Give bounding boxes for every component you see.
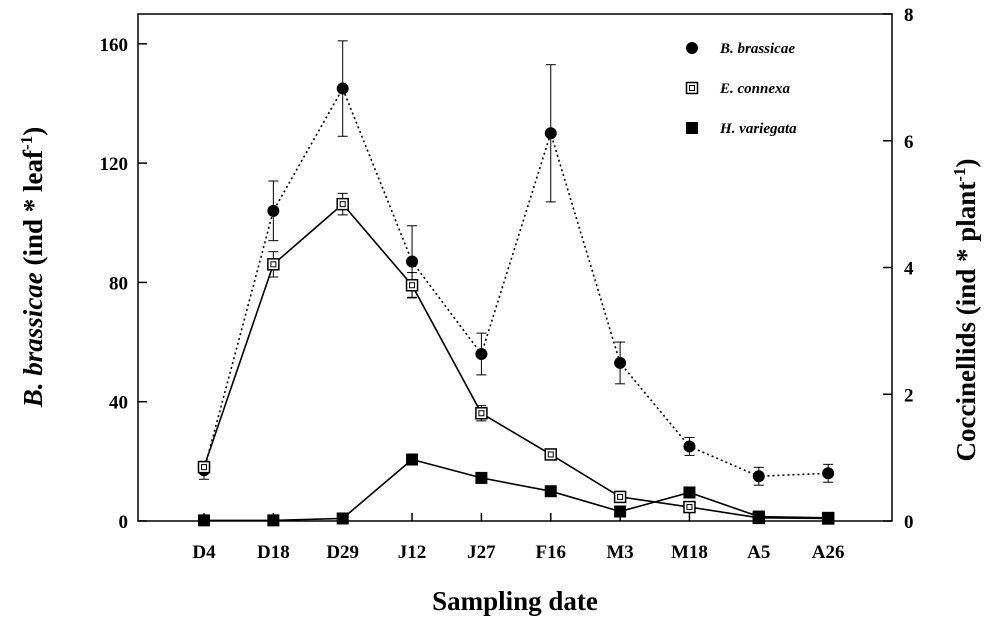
left-axis-ticks: 0 40 80 120 160: [100, 35, 147, 533]
data-point-inner: [547, 451, 554, 458]
data-point-inner: [409, 282, 416, 289]
legend: B. brassicae E. connexa H. variegata: [685, 41, 797, 137]
legend-item: B. brassicae: [686, 41, 795, 57]
left-tick-label: 120: [100, 154, 129, 175]
x-tick-label: J12: [398, 542, 427, 563]
legend-item: E. connexa: [685, 81, 791, 97]
x-tick-label: A5: [747, 542, 770, 563]
right-tick-label: 6: [904, 132, 914, 153]
data-point: [475, 471, 488, 484]
series-e-connexa: [197, 192, 835, 525]
right-tick-label: 0: [904, 512, 914, 533]
x-tick-label: D4: [192, 542, 216, 563]
series-layer: [197, 40, 835, 527]
data-point-inner: [686, 504, 693, 511]
series-line: [203, 86, 829, 478]
data-point: [406, 255, 419, 268]
x-tick-label: M18: [671, 542, 708, 563]
data-point: [267, 204, 280, 217]
data-point: [544, 485, 557, 498]
y-axis-title-close: ): [18, 127, 48, 136]
x-axis-ticks: D4 D18 D29 J12 J27 F16 M3 M18 A5 A26: [192, 513, 845, 563]
data-point-inner: [201, 464, 207, 471]
x-tick-label: J27: [467, 542, 496, 563]
y-axis-title-sup: -1: [17, 136, 36, 150]
data-point: [267, 514, 280, 527]
data-point: [752, 470, 765, 483]
right-tick-label: 8: [904, 5, 914, 26]
series-line: [204, 458, 829, 522]
data-point: [406, 453, 419, 466]
data-point: [614, 356, 627, 369]
y-axis-title-text: (ind * leaf: [18, 149, 48, 272]
left-tick-label: 40: [109, 393, 128, 414]
right-axis-ticks: 0 2 4 6 8: [883, 5, 914, 533]
left-tick-label: 0: [119, 512, 129, 533]
legend-label: E. connexa: [719, 81, 791, 97]
left-tick-label: 160: [100, 35, 129, 56]
right-tick-label: 2: [904, 385, 914, 406]
x-tick-label: F16: [535, 542, 566, 563]
data-point: [544, 127, 557, 140]
data-point: [198, 514, 210, 527]
data-point-inner: [617, 493, 624, 500]
y2-axis-title-text: Coccinellids (ind * plant: [951, 182, 981, 462]
series-b-brassicae: [198, 40, 835, 486]
data-point-inner: [478, 410, 485, 417]
legend-item: H. variegata: [686, 121, 797, 137]
data-point: [475, 347, 488, 360]
data-point-inner: [270, 261, 277, 268]
data-point: [614, 505, 627, 518]
x-tick-label: M3: [606, 542, 633, 563]
y-axis-title: B. brassicae (ind * leaf-1): [17, 127, 48, 408]
y2-axis-title-close: ): [951, 159, 981, 168]
x-tick-label: D29: [326, 542, 359, 563]
y2-axis-title-sup: -1: [950, 168, 969, 182]
data-point: [822, 467, 835, 480]
x-axis-title: Sampling date: [432, 586, 598, 616]
x-tick-label: D18: [257, 542, 290, 563]
data-point: [686, 122, 698, 134]
x-tick-label: A26: [812, 542, 845, 563]
data-point: [686, 42, 698, 54]
data-point: [683, 486, 696, 499]
data-point: [336, 82, 349, 95]
data-point-inner: [339, 201, 346, 208]
series-line: [203, 202, 829, 520]
y2-axis-title: Coccinellids (ind * plant-1): [950, 159, 981, 462]
left-tick-label: 80: [109, 273, 128, 294]
data-point: [683, 440, 696, 453]
data-point: [336, 512, 349, 525]
data-point: [822, 511, 835, 524]
data-point: [752, 510, 765, 523]
series-h-variegata: [198, 453, 835, 527]
right-tick-label: 4: [904, 259, 914, 280]
y-axis-title-italic: B. brassicae: [18, 272, 48, 408]
legend-label: B. brassicae: [719, 41, 795, 57]
legend-label: H. variegata: [719, 121, 797, 137]
data-point-inner: [689, 85, 695, 91]
